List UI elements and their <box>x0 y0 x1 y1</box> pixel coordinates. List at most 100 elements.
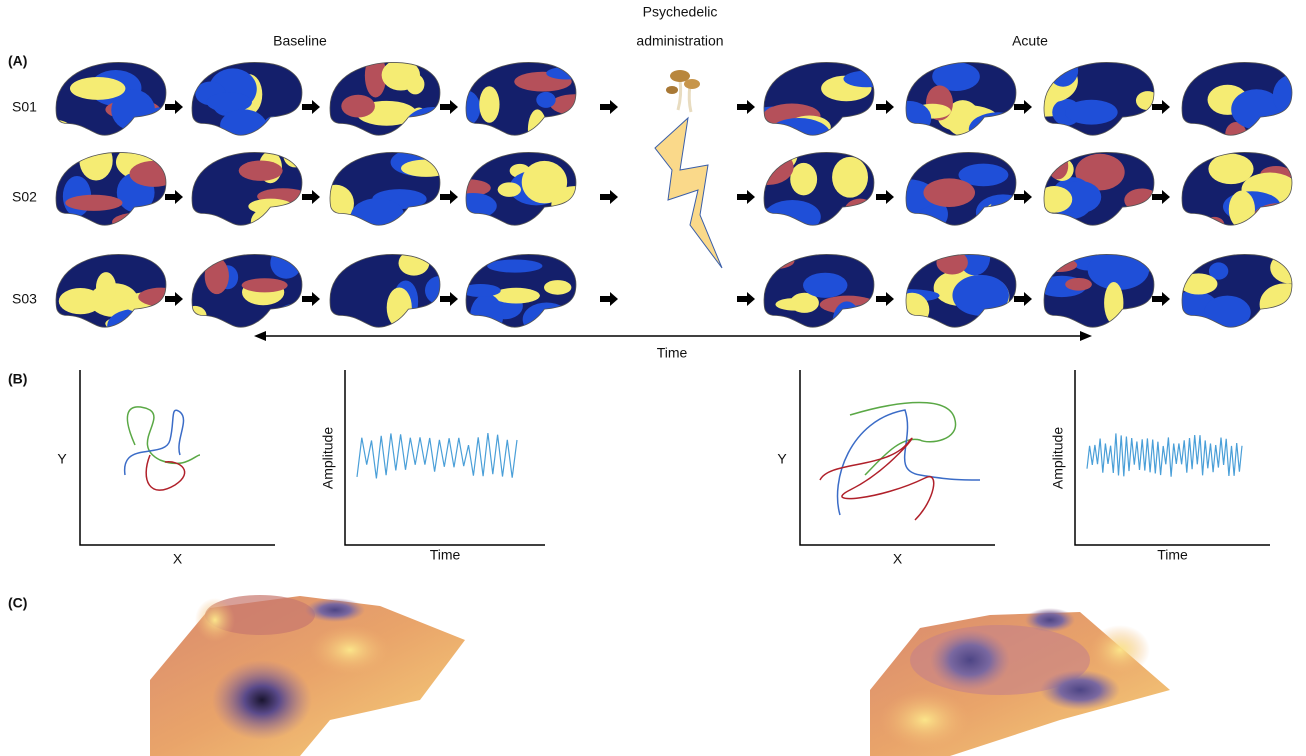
arrow-head <box>254 331 266 341</box>
landscape-acute <box>870 608 1170 756</box>
y-axis-label: Amplitude <box>320 427 336 489</box>
brain-region <box>79 140 112 180</box>
brain-region <box>220 109 266 141</box>
brain-region <box>923 178 975 207</box>
x-axis-label: X <box>893 551 903 567</box>
brain-fill <box>319 53 462 147</box>
brain-region <box>405 315 426 333</box>
step-arrow <box>165 190 183 204</box>
brain-fill <box>452 53 599 150</box>
y-axis-label: Amplitude <box>1050 427 1066 489</box>
brain-fill <box>455 245 589 339</box>
brain-region <box>969 112 1028 146</box>
trajectory <box>850 403 956 476</box>
brain-region <box>528 109 547 150</box>
brain-region <box>523 302 571 336</box>
signal-trace <box>357 433 517 478</box>
column-title: Acute <box>1012 33 1048 49</box>
brain-fill <box>1015 53 1167 147</box>
brain-region <box>803 273 847 298</box>
brain-fill <box>750 53 891 153</box>
brain-region <box>1036 186 1072 213</box>
step-arrow <box>876 100 894 114</box>
step-arrow <box>1152 100 1170 114</box>
brain <box>452 53 599 150</box>
brain-fill <box>448 143 596 237</box>
step-arrow <box>302 100 320 114</box>
brain-region <box>107 309 163 343</box>
brain-region <box>130 161 179 187</box>
brain-fill <box>181 53 315 147</box>
x-axis-label: Time <box>1157 547 1188 563</box>
brain <box>455 245 589 339</box>
brain-region <box>936 250 968 274</box>
brain-fill <box>1164 53 1306 147</box>
step-arrow <box>440 292 458 306</box>
brain-region <box>426 214 446 229</box>
step-arrow <box>1152 292 1170 306</box>
panel-b: YXAmplitudeTimeYXAmplitudeTime <box>57 370 1270 567</box>
step-arrow <box>600 100 618 114</box>
brain <box>1171 143 1305 237</box>
step-arrow <box>302 190 320 204</box>
brain <box>41 53 180 147</box>
brain-region <box>895 293 929 327</box>
brain-region <box>70 77 125 100</box>
step-arrow <box>737 292 755 306</box>
brain-region <box>952 275 1008 316</box>
brain-region <box>270 247 302 279</box>
step-arrow <box>1014 292 1032 306</box>
brain-region <box>239 161 283 181</box>
brain <box>886 53 1029 147</box>
y-axis-label: Y <box>57 451 67 467</box>
brain <box>448 143 596 237</box>
brain-region <box>205 258 229 294</box>
panel-label: (B) <box>8 371 27 387</box>
panel-label: (C) <box>8 595 27 611</box>
step-arrow <box>876 190 894 204</box>
step-arrow <box>1152 190 1170 204</box>
brain-region <box>283 143 307 168</box>
brain-region <box>498 182 521 197</box>
brain <box>181 143 315 238</box>
brain-fill <box>1033 143 1167 237</box>
brain-region <box>1208 154 1253 185</box>
brain <box>750 53 891 153</box>
brain-region <box>764 200 821 234</box>
brain-region <box>96 272 116 302</box>
step-arrow <box>440 100 458 114</box>
brain <box>318 143 466 237</box>
brain <box>181 53 315 147</box>
brain-region <box>985 203 1005 223</box>
brain-region <box>487 259 542 272</box>
brain-region <box>399 251 430 276</box>
brain <box>881 143 1030 237</box>
step-arrow <box>440 190 458 204</box>
brain <box>753 245 887 344</box>
brain-fill <box>886 53 1029 147</box>
step-arrow <box>1014 100 1032 114</box>
lightning-bolt <box>655 118 722 268</box>
brain-region <box>248 199 293 215</box>
mushroom-icon <box>666 70 700 112</box>
brain-fill <box>319 245 455 339</box>
brain-region <box>790 163 817 195</box>
brain-fill <box>1171 143 1305 237</box>
brain-base <box>753 143 887 237</box>
brain-region <box>1048 54 1078 87</box>
step-arrow <box>876 292 894 306</box>
brain <box>45 245 184 342</box>
brain-region <box>405 205 466 226</box>
brain <box>1164 53 1306 147</box>
step-arrow <box>1014 190 1032 204</box>
brain-region <box>341 95 375 118</box>
brain-region <box>404 107 462 147</box>
trajectory <box>146 455 184 490</box>
brain-region <box>207 92 252 112</box>
brain-fill <box>318 143 466 237</box>
x-axis-label: X <box>173 551 183 567</box>
brain-region <box>263 116 284 137</box>
brain-fill <box>41 53 180 147</box>
step-arrow <box>737 100 755 114</box>
